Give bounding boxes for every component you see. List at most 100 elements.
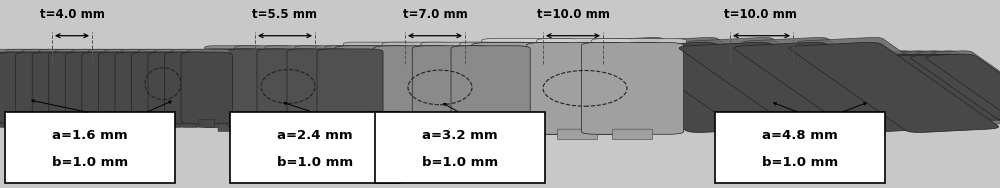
FancyBboxPatch shape xyxy=(482,39,576,130)
FancyBboxPatch shape xyxy=(421,42,492,127)
FancyBboxPatch shape xyxy=(789,42,999,133)
FancyBboxPatch shape xyxy=(0,52,34,124)
FancyBboxPatch shape xyxy=(338,123,362,132)
FancyBboxPatch shape xyxy=(926,54,1000,120)
FancyBboxPatch shape xyxy=(911,54,1000,120)
FancyBboxPatch shape xyxy=(248,123,272,132)
FancyBboxPatch shape xyxy=(133,119,149,127)
FancyBboxPatch shape xyxy=(257,49,323,127)
FancyBboxPatch shape xyxy=(578,37,782,128)
FancyBboxPatch shape xyxy=(181,52,232,124)
FancyBboxPatch shape xyxy=(32,52,84,124)
FancyBboxPatch shape xyxy=(798,37,1000,128)
FancyBboxPatch shape xyxy=(851,54,986,120)
FancyBboxPatch shape xyxy=(743,37,947,128)
FancyBboxPatch shape xyxy=(633,37,837,128)
Text: b=1.0 mm: b=1.0 mm xyxy=(277,156,353,169)
FancyBboxPatch shape xyxy=(0,52,50,124)
FancyBboxPatch shape xyxy=(437,126,467,136)
FancyBboxPatch shape xyxy=(375,112,545,183)
Text: a=1.6 mm: a=1.6 mm xyxy=(52,129,128,142)
Text: b=1.0 mm: b=1.0 mm xyxy=(422,156,498,169)
FancyBboxPatch shape xyxy=(6,49,48,121)
Text: a=2.4 mm: a=2.4 mm xyxy=(277,129,353,142)
FancyBboxPatch shape xyxy=(715,112,885,183)
Text: t=4.0 mm: t=4.0 mm xyxy=(40,8,104,21)
FancyBboxPatch shape xyxy=(149,119,165,127)
FancyBboxPatch shape xyxy=(0,49,31,121)
FancyBboxPatch shape xyxy=(65,52,117,124)
FancyBboxPatch shape xyxy=(896,54,1000,120)
FancyBboxPatch shape xyxy=(451,46,530,131)
FancyBboxPatch shape xyxy=(188,49,230,121)
FancyBboxPatch shape xyxy=(199,119,215,127)
FancyBboxPatch shape xyxy=(17,119,33,127)
FancyBboxPatch shape xyxy=(581,43,684,134)
FancyBboxPatch shape xyxy=(382,42,453,127)
FancyBboxPatch shape xyxy=(688,37,892,128)
FancyBboxPatch shape xyxy=(374,46,453,131)
FancyBboxPatch shape xyxy=(558,129,598,140)
FancyBboxPatch shape xyxy=(734,42,944,133)
FancyBboxPatch shape xyxy=(287,49,353,127)
Text: t=5.5 mm: t=5.5 mm xyxy=(252,8,318,21)
Text: b=1.0 mm: b=1.0 mm xyxy=(762,156,838,169)
FancyBboxPatch shape xyxy=(460,42,531,127)
FancyBboxPatch shape xyxy=(476,126,506,136)
FancyBboxPatch shape xyxy=(856,51,985,116)
FancyBboxPatch shape xyxy=(205,46,262,124)
FancyBboxPatch shape xyxy=(537,39,632,130)
FancyBboxPatch shape xyxy=(412,46,491,131)
FancyBboxPatch shape xyxy=(871,51,1000,116)
FancyBboxPatch shape xyxy=(325,46,382,124)
FancyBboxPatch shape xyxy=(612,129,653,140)
FancyBboxPatch shape xyxy=(335,46,414,131)
FancyBboxPatch shape xyxy=(49,52,100,124)
FancyBboxPatch shape xyxy=(83,119,99,127)
FancyBboxPatch shape xyxy=(343,42,414,127)
Text: t=10.0 mm: t=10.0 mm xyxy=(537,8,609,21)
FancyBboxPatch shape xyxy=(679,42,889,133)
FancyBboxPatch shape xyxy=(265,46,322,124)
FancyBboxPatch shape xyxy=(0,119,16,127)
FancyBboxPatch shape xyxy=(131,52,183,124)
FancyBboxPatch shape xyxy=(166,119,182,127)
FancyBboxPatch shape xyxy=(72,49,114,121)
FancyBboxPatch shape xyxy=(16,52,67,124)
FancyBboxPatch shape xyxy=(218,123,242,132)
FancyBboxPatch shape xyxy=(866,54,1000,120)
FancyBboxPatch shape xyxy=(98,52,150,124)
FancyBboxPatch shape xyxy=(165,52,216,124)
FancyBboxPatch shape xyxy=(235,46,292,124)
FancyBboxPatch shape xyxy=(22,49,64,121)
FancyBboxPatch shape xyxy=(171,49,213,121)
FancyBboxPatch shape xyxy=(916,51,1000,116)
FancyBboxPatch shape xyxy=(471,43,574,134)
FancyBboxPatch shape xyxy=(138,49,180,121)
FancyBboxPatch shape xyxy=(624,42,834,133)
FancyBboxPatch shape xyxy=(182,119,198,127)
FancyBboxPatch shape xyxy=(526,43,629,134)
FancyBboxPatch shape xyxy=(66,119,82,127)
Text: t=10.0 mm: t=10.0 mm xyxy=(724,8,796,21)
FancyBboxPatch shape xyxy=(155,49,197,121)
FancyBboxPatch shape xyxy=(121,49,164,121)
FancyBboxPatch shape xyxy=(569,42,779,133)
FancyBboxPatch shape xyxy=(502,129,542,140)
FancyBboxPatch shape xyxy=(55,49,97,121)
FancyBboxPatch shape xyxy=(116,119,132,127)
FancyBboxPatch shape xyxy=(881,54,1000,120)
FancyBboxPatch shape xyxy=(592,39,687,130)
FancyBboxPatch shape xyxy=(230,112,400,183)
FancyBboxPatch shape xyxy=(50,119,66,127)
FancyBboxPatch shape xyxy=(398,126,428,136)
Text: t=7.0 mm: t=7.0 mm xyxy=(403,8,467,21)
FancyBboxPatch shape xyxy=(5,112,175,183)
FancyBboxPatch shape xyxy=(886,51,1000,116)
FancyBboxPatch shape xyxy=(295,46,352,124)
FancyBboxPatch shape xyxy=(227,49,293,127)
Text: b=1.0 mm: b=1.0 mm xyxy=(52,156,128,169)
FancyBboxPatch shape xyxy=(278,123,302,132)
FancyBboxPatch shape xyxy=(33,119,49,127)
FancyBboxPatch shape xyxy=(88,49,130,121)
